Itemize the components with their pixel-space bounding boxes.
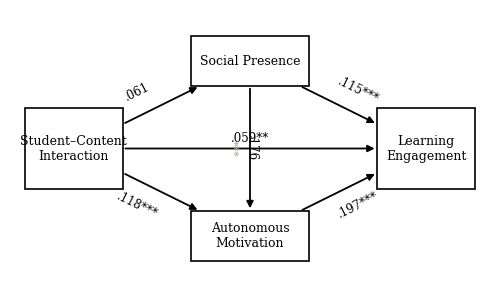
Text: Autonomous
Motivation: Autonomous Motivation — [210, 222, 290, 250]
Text: ***: *** — [228, 140, 238, 157]
Text: .197***: .197*** — [335, 190, 380, 221]
FancyBboxPatch shape — [191, 211, 309, 260]
Text: .061: .061 — [122, 80, 152, 103]
Text: .115***: .115*** — [335, 75, 380, 106]
FancyBboxPatch shape — [378, 108, 476, 189]
Text: Social Presence: Social Presence — [200, 55, 300, 68]
Text: Learning
Engagement: Learning Engagement — [386, 135, 466, 162]
Text: .118***: .118*** — [115, 190, 160, 221]
Text: .176: .176 — [244, 135, 258, 162]
Text: Student–Content
Interaction: Student–Content Interaction — [20, 135, 127, 162]
FancyBboxPatch shape — [191, 37, 309, 86]
FancyBboxPatch shape — [24, 108, 122, 189]
Text: .059**: .059** — [231, 132, 269, 145]
